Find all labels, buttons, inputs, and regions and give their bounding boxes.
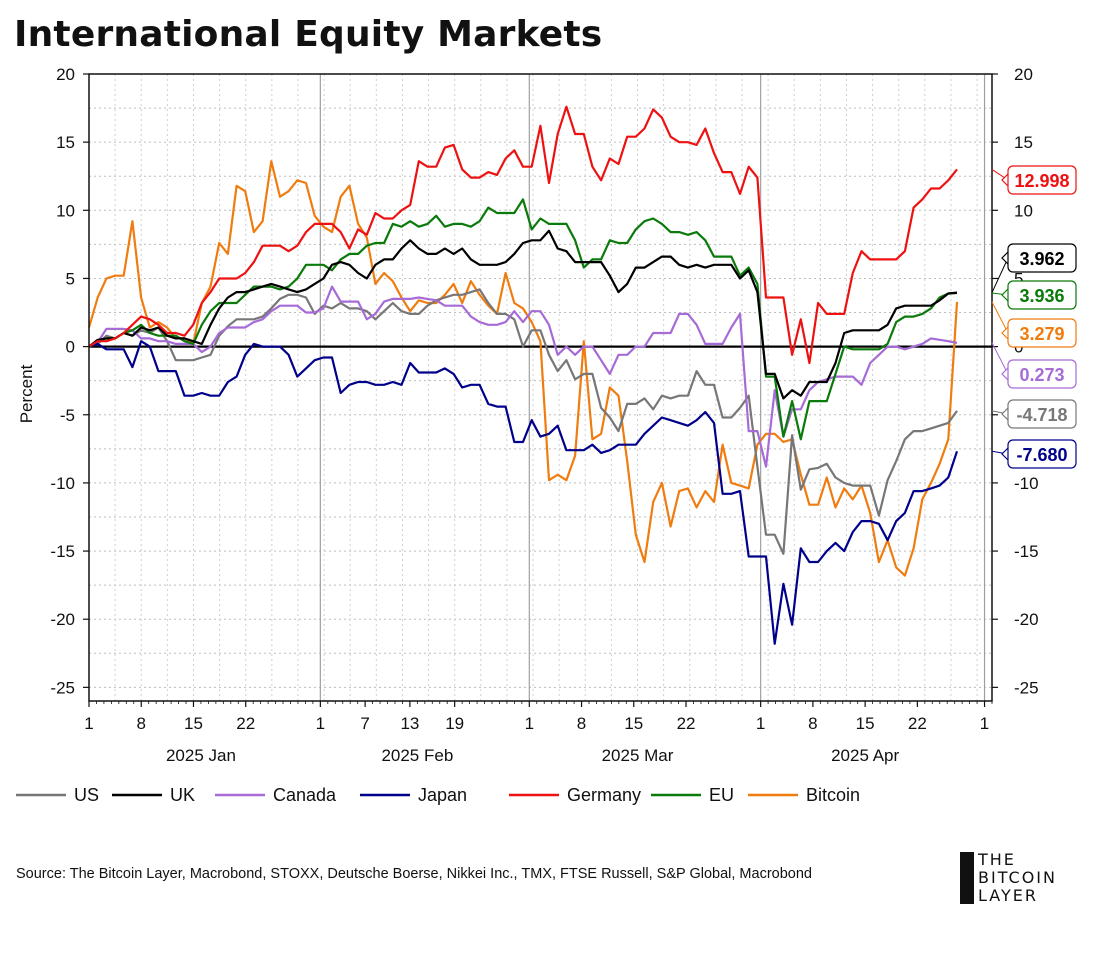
series-line-germany: [88, 105, 958, 365]
callout-box-eu: [1007, 280, 1077, 310]
legend-label-canada: Canada: [273, 785, 337, 805]
plot-frame: [88, 73, 993, 702]
x-tick-label: 15: [184, 714, 203, 733]
callout-arrow-japan: [1001, 447, 1009, 461]
x-month-label: 2025 Apr: [831, 746, 899, 765]
x-tick-label: 1: [84, 714, 93, 733]
y-tick-label-left: 15: [56, 133, 75, 152]
callout-pointer-uk: [991, 257, 1009, 293]
series-lines: [87, 105, 959, 645]
callout-box-us: [1007, 399, 1077, 429]
x-tick-label: 1: [980, 714, 989, 733]
y-axis-label: Percent: [17, 364, 36, 423]
callout-arrow-eu: [1001, 288, 1009, 302]
x-tick-label: 8: [577, 714, 586, 733]
y-tick-label-right: -20: [1014, 610, 1039, 629]
callout-box-bitcoin: [1007, 318, 1077, 348]
y-tick-label-right: -15: [1014, 542, 1039, 561]
y-tick-label-right: -25: [1014, 678, 1039, 697]
callout-value-uk: 3.962: [1019, 249, 1064, 269]
x-month-label: 2025 Feb: [381, 746, 453, 765]
x-tick-label: 19: [445, 714, 464, 733]
callout-value-us: -4.718: [1016, 405, 1067, 425]
x-tick-label: 15: [624, 714, 643, 733]
x-tick-label: 1: [756, 714, 765, 733]
logo-line-2: BITCOIN: [978, 868, 1057, 887]
y-tick-label-right: 10: [1014, 201, 1033, 220]
y-tick-label-left: -15: [50, 542, 75, 561]
x-month-label: 2025 Jan: [166, 746, 236, 765]
callout-arrow-germany: [1001, 173, 1009, 187]
y-tick-label-left: 0: [66, 338, 75, 357]
y-tick-label-left: 5: [66, 269, 75, 288]
logo-line-1: THE: [978, 850, 1016, 869]
chart-title: International Equity Markets: [14, 14, 603, 55]
end-labels: 12.998 3.962 3.936 3.279 0.273 -4.718 -7.680: [991, 165, 1077, 469]
callout-box-uk: [1007, 243, 1077, 273]
y-tick-label-left: -5: [60, 406, 75, 425]
y-tick-label-left: -10: [50, 474, 75, 493]
x-tick-label: 8: [137, 714, 146, 733]
x-tick-label: 1: [525, 714, 534, 733]
series-line-eu: [88, 198, 958, 441]
callout-value-germany: 12.998: [1014, 171, 1069, 191]
legend-label-eu: EU: [709, 785, 734, 805]
callout-value-canada: 0.273: [1019, 365, 1064, 385]
callout-arrow-uk: [1001, 251, 1009, 265]
series-line-uk: [88, 229, 958, 400]
callout-pointer-bitcoin: [991, 301, 1009, 334]
callout-arrow-canada: [1001, 367, 1009, 381]
brand-logo: THE BITCOIN LAYER: [960, 852, 1090, 904]
callout-value-japan: -7.680: [1016, 445, 1067, 465]
legend-label-uk: UK: [170, 785, 195, 805]
callout-value-eu: 3.936: [1019, 286, 1064, 306]
x-tick-label: 22: [236, 714, 255, 733]
callout-value-bitcoin: 3.279: [1019, 324, 1064, 344]
legend: US UK Canada Japan Germany EU Bitcoin: [16, 785, 860, 805]
x-tick-label: 13: [400, 714, 419, 733]
x-tick-label: 7: [360, 714, 369, 733]
series-line-us: [88, 288, 958, 555]
y-tick-label-right: 15: [1014, 133, 1033, 152]
x-tick-label: 15: [856, 714, 875, 733]
x-month-label: 2025 Mar: [602, 746, 674, 765]
callout-arrow-us: [1001, 407, 1009, 421]
legend-label-germany: Germany: [567, 785, 641, 805]
y-tick-label-right: 5: [1014, 269, 1023, 288]
y-tick-label-left: -25: [50, 678, 75, 697]
y-tick-label-right: 20: [1014, 65, 1033, 84]
legend-label-bitcoin: Bitcoin: [806, 785, 860, 805]
y-tick-label-left: -20: [50, 610, 75, 629]
series-line-bitcoin: [87, 160, 959, 577]
legend-label-us: US: [74, 785, 99, 805]
x-tick-label: 8: [808, 714, 817, 733]
legend-label-japan: Japan: [418, 785, 467, 805]
x-tick-label: 22: [677, 714, 696, 733]
series-line-canada: [88, 285, 958, 468]
callout-box-japan: [1007, 439, 1077, 469]
x-axis: 1 8 15 22 1 7 13 19 1 8 15 22 1 8 15 22 1 2025 Jan 2025 Fe…: [84, 701, 993, 765]
series-line-japan: [88, 340, 959, 645]
line-chart: 2020151510105500-5-5-10-10-15-15-20-20-2…: [16, 65, 1077, 805]
x-tick-label: 22: [908, 714, 927, 733]
y-tick-label-left: 20: [56, 65, 75, 84]
callout-arrow-bitcoin: [1001, 326, 1009, 340]
x-tick-label: 1: [316, 714, 325, 733]
callout-box-canada: [1007, 359, 1077, 389]
callout-box-germany: [1007, 165, 1077, 195]
callout-pointer-canada: [991, 342, 1009, 375]
y-tick-label-left: 10: [56, 201, 75, 220]
source-note: Source: The Bitcoin Layer, Macrobond, ST…: [16, 866, 812, 882]
y-tick-label-right: -10: [1014, 474, 1039, 493]
logo-bar: [960, 852, 974, 904]
logo-line-3: LAYER: [978, 886, 1038, 905]
